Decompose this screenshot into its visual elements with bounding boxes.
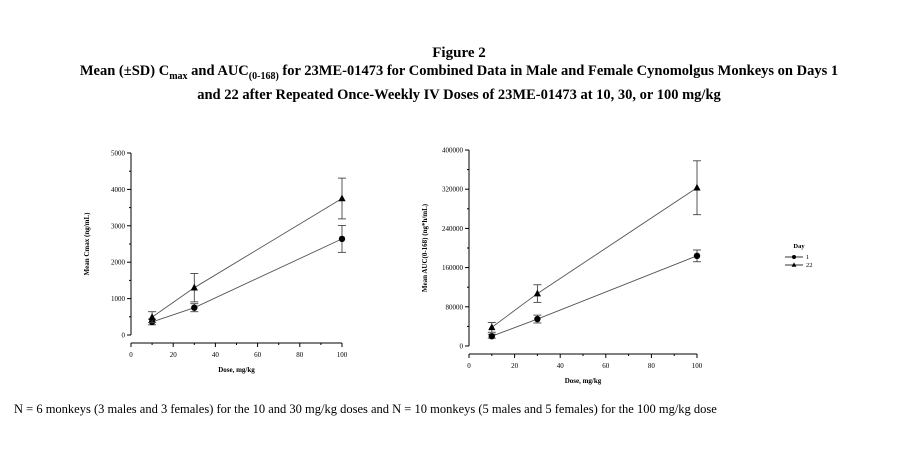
- legend-label: 22: [806, 262, 813, 269]
- y-tick-label: 1000: [111, 295, 126, 303]
- data-point-circle: [693, 252, 701, 260]
- x-tick-label: 40: [212, 351, 220, 359]
- x-axis-label: Dose, mg/kg: [565, 377, 602, 385]
- data-point-triangle: [190, 283, 198, 291]
- y-tick-label: 0: [122, 332, 126, 340]
- y-axis-label: Mean Cmax (ng/mL): [83, 212, 91, 276]
- title-sub: max: [169, 70, 188, 82]
- x-tick-label: 20: [511, 362, 519, 370]
- data-point-triangle: [533, 289, 541, 297]
- figure-number: Figure 2: [432, 45, 486, 61]
- x-tick-label: 80: [648, 362, 656, 370]
- legend-marker-circle: [792, 255, 796, 259]
- x-tick-label: 80: [296, 351, 304, 359]
- y-tick-label: 160000: [442, 264, 464, 272]
- title-part: for 23ME-01473 for Combined Data in Male…: [278, 63, 839, 79]
- data-point-circle: [338, 235, 346, 243]
- x-tick-label: 100: [337, 351, 348, 359]
- x-tick-label: 40: [557, 362, 565, 370]
- y-tick-label: 400000: [442, 147, 464, 155]
- data-point-circle: [534, 315, 541, 323]
- x-tick-label: 0: [129, 351, 133, 359]
- legend-marker-triangle: [791, 262, 797, 267]
- footnote: N = 6 monkeys (3 males and 3 females) fo…: [14, 402, 717, 416]
- y-axis-label: Mean AUC(0-168) (ng*h/mL): [421, 203, 429, 292]
- series-line-day-22: [151, 198, 343, 318]
- y-tick-label: 320000: [442, 186, 464, 194]
- series-line-day-1: [151, 238, 343, 323]
- y-tick-label: 0: [460, 343, 464, 351]
- x-tick-label: 60: [602, 362, 610, 370]
- data-point-circle: [488, 333, 495, 340]
- y-tick-label: 80000: [446, 303, 464, 311]
- y-tick-label: 4000: [111, 186, 126, 194]
- legend-label: 1: [806, 254, 809, 261]
- x-tick-label: 0: [467, 362, 471, 370]
- y-tick-label: 2000: [111, 259, 126, 267]
- figure-title-line2: and 22 after Repeated Once-Weekly IV Dos…: [197, 86, 721, 103]
- title-part: and AUC: [187, 63, 249, 79]
- legend-title: Day: [793, 243, 805, 250]
- y-tick-label: 3000: [111, 222, 126, 230]
- x-tick-label: 20: [170, 351, 178, 359]
- data-point-triangle: [148, 313, 156, 320]
- data-point-circle: [191, 304, 198, 311]
- figure-title-block: Figure 2 Mean (±SD) Cmax and AUC(0-168) …: [0, 44, 918, 104]
- figure-title-line1: Mean (±SD) Cmax and AUC(0-168) for 23ME-…: [0, 62, 918, 86]
- data-point-triangle: [693, 183, 701, 191]
- title-part: Mean (±SD) C: [79, 63, 170, 79]
- data-point-triangle: [338, 194, 346, 202]
- series-line-day-22: [491, 187, 698, 328]
- y-tick-label: 240000: [442, 225, 464, 233]
- data-point-triangle: [488, 323, 496, 331]
- y-tick-label: 5000: [111, 150, 126, 158]
- series-line-day-1: [491, 255, 698, 337]
- x-tick-label: 100: [692, 362, 703, 370]
- title-sub: (0-168): [248, 70, 279, 82]
- x-axis-label: Dose, mg/kg: [218, 366, 255, 374]
- x-tick-label: 60: [254, 351, 262, 359]
